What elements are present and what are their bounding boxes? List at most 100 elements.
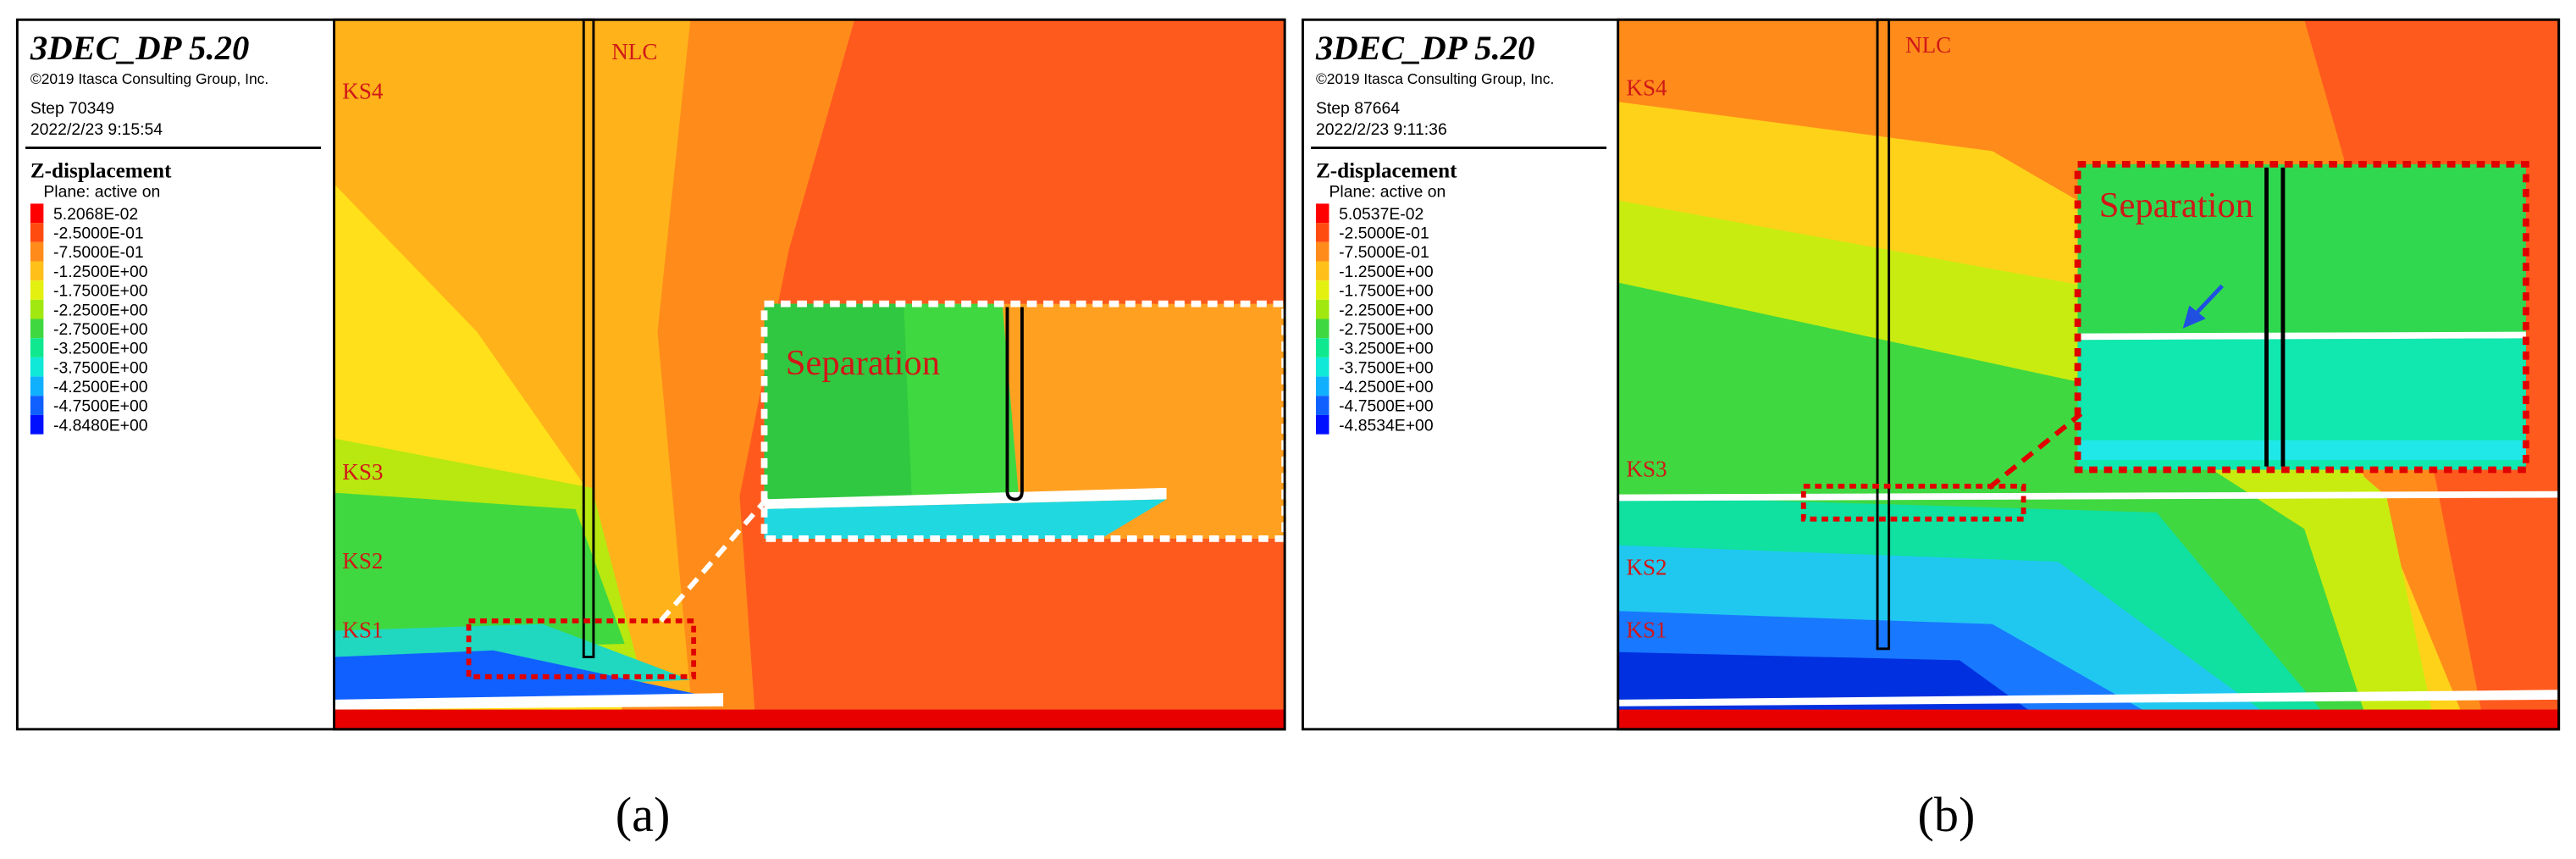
legend-label: -1.2500E+00 (53, 263, 148, 281)
legend-swatch (30, 376, 44, 396)
contour-region (334, 492, 625, 652)
legend-label: -2.7500E+00 (1339, 320, 1434, 339)
legend-label: 5.0537E-02 (1339, 205, 1423, 224)
legend-label: -7.5000E-01 (1339, 243, 1429, 262)
legend-swatch (1315, 261, 1329, 281)
plot-frame (333, 18, 1286, 731)
datetime: 2022/2/23 9:15:54 (30, 120, 163, 139)
contour-region (764, 487, 1167, 510)
legend-label: -3.7500E+00 (1339, 358, 1434, 377)
copyright: ©2019 Itasca Consulting Group, Inc. (1316, 70, 1554, 87)
legend-swatch (1315, 241, 1329, 262)
legend-label: -2.2500E+00 (1339, 301, 1434, 319)
seam-label: KS2 (1626, 555, 1667, 580)
legend-label: -4.8534E+00 (1339, 416, 1434, 435)
legend-swatch (30, 241, 44, 262)
contour-region (1617, 490, 2559, 502)
legend-swatch (1315, 299, 1329, 319)
inset-wellbore (1005, 307, 1024, 502)
legend-label: -4.7500E+00 (53, 397, 148, 416)
contour-plot (334, 18, 1288, 729)
seam-label: KS3 (342, 459, 383, 485)
leader-line (659, 494, 771, 623)
contour-region (2077, 338, 2526, 470)
legend-label: -7.5000E-01 (53, 243, 144, 262)
seam-label: KS1 (342, 617, 383, 642)
contour-region (2077, 440, 2526, 460)
legend-label: -1.7500E+00 (53, 282, 148, 301)
panel-label: (b) (1918, 787, 1976, 842)
legend-swatch (1315, 414, 1329, 435)
legend-subtitle: Plane: active on (1329, 183, 1446, 202)
legend-swatch (1315, 203, 1329, 224)
legend-swatch (1315, 223, 1329, 242)
software-title: 3DEC_DP 5.20 (1315, 29, 1535, 67)
contour-region (764, 499, 1167, 539)
separation-label: Separation (2099, 186, 2253, 225)
plot-frame (1617, 18, 2561, 731)
seam-label: KS1 (1626, 617, 1667, 642)
legend-swatch (30, 414, 44, 435)
focus-box (1800, 483, 2026, 522)
seam-label: KS4 (1626, 75, 1667, 100)
arrow (2192, 284, 2224, 317)
legend-label: -3.2500E+00 (1339, 340, 1434, 358)
legend-swatch (1315, 396, 1329, 415)
legend-swatch (1315, 319, 1329, 339)
step: Step 70349 (30, 99, 114, 118)
well-label: NLC (1905, 32, 1951, 58)
legend-label: -2.7500E+00 (53, 320, 148, 339)
step: Step 87664 (1316, 99, 1400, 118)
legend-swatch (1315, 376, 1329, 396)
legend-swatch (1315, 357, 1329, 377)
legend-label: -1.2500E+00 (1339, 263, 1434, 281)
legend-swatch (30, 338, 44, 357)
legend-label: -2.5000E-01 (53, 224, 144, 243)
panel: 3DEC_DP 5.20 ©2019 Itasca Consulting Grou… (15, 18, 1288, 842)
contour-region (1617, 690, 2559, 707)
legend-swatch (30, 223, 44, 242)
legend-label: -3.2500E+00 (53, 340, 148, 358)
focus-box (466, 618, 697, 679)
legend-title: Z-displacement (30, 159, 172, 182)
separation-label: Separation (786, 343, 940, 383)
legend-swatch (30, 357, 44, 377)
bottom-strip (1617, 709, 2559, 729)
leader-line (1987, 412, 2083, 490)
software-title: 3DEC_DP 5.20 (30, 29, 250, 67)
bottom-strip (334, 709, 1285, 729)
contour-region (764, 303, 913, 513)
legend-label: -2.2500E+00 (53, 301, 148, 319)
legend-title: Z-displacement (1316, 159, 1457, 182)
legend-label: -2.5000E-01 (1339, 224, 1429, 243)
legend-swatch (30, 261, 44, 281)
legend-label: -4.8480E+00 (53, 416, 148, 435)
legend-label: -1.7500E+00 (1339, 282, 1434, 301)
contour-plot (1617, 18, 2559, 729)
panel: 3DEC_DP 5.20 ©2019 Itasca Consulting Grou… (1301, 18, 2561, 842)
well-label: NLC (611, 39, 657, 64)
inset-frame (2074, 161, 2529, 474)
copyright: ©2019 Itasca Consulting Group, Inc. (30, 70, 268, 87)
legend-label: -4.2500E+00 (1339, 378, 1434, 396)
legend-label: -4.2500E+00 (53, 378, 148, 396)
legend-label: -4.7500E+00 (1339, 397, 1434, 416)
arrow-head (2182, 305, 2206, 329)
legend-swatch (30, 280, 44, 300)
legend-subtitle: Plane: active on (43, 183, 160, 202)
legend-swatch (1315, 280, 1329, 300)
contour-region (2077, 331, 2526, 341)
legend-label: 5.2068E-02 (53, 205, 138, 224)
legend-label: -3.7500E+00 (53, 358, 148, 377)
panel-label: (a) (616, 787, 671, 842)
legend-swatch (30, 319, 44, 339)
legend-swatch (30, 203, 44, 224)
legend-swatch (30, 299, 44, 319)
seam-label: KS3 (1626, 456, 1667, 481)
seam-label: KS2 (342, 548, 383, 574)
legend-swatch (30, 396, 44, 415)
contour-region (334, 693, 724, 710)
datetime: 2022/2/23 9:11:36 (1316, 120, 1447, 139)
